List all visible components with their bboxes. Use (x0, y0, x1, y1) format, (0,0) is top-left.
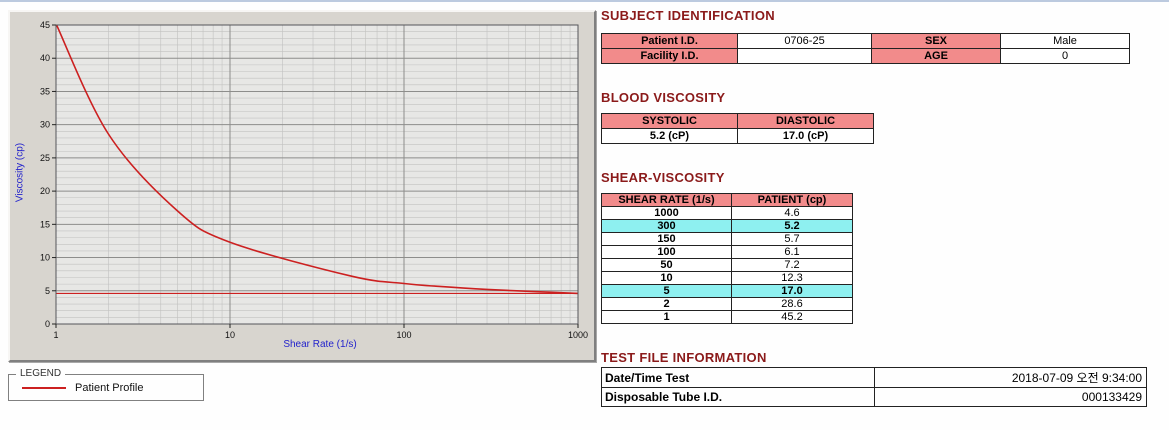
shear-rate-cell: 2 (601, 297, 732, 311)
svg-text:20: 20 (40, 186, 50, 196)
plot-border (55, 24, 579, 325)
shear-rate-cell: 1000 (601, 206, 732, 220)
svg-text:10: 10 (40, 253, 50, 263)
table-row: 5.2 (cP) 17.0 (cP) (601, 128, 874, 144)
patient-viscosity-cell: 28.6 (731, 297, 853, 311)
svg-text:25: 25 (40, 153, 50, 163)
legend-line-sample (22, 386, 66, 389)
age-value: 0 (1000, 48, 1130, 64)
facility-id-label: Facility I.D. (601, 48, 738, 64)
legend-title: LEGEND (16, 368, 66, 379)
shear-viscosity-row: 2 28.6 (601, 297, 853, 311)
svg-text:40: 40 (40, 53, 50, 63)
date-time-test-value: 2018-07-09 오전 9:34:00 (873, 367, 1147, 388)
shear-rate-cell: 5 (601, 284, 732, 298)
table-row: Patient I.D. 0706-25 SEX Male (601, 33, 1130, 49)
table-row: Facility I.D. AGE 0 (601, 48, 1130, 64)
viscosity-chart-panel: 0 5 10 15 20 25 30 35 40 45 1 10 100 1000 Viscosity (… (8, 10, 596, 362)
table-header-row: SHEAR RATE (1/s) PATIENT (cp) (601, 193, 853, 207)
patient-id-value: 0706-25 (737, 33, 872, 49)
minor-gridlines (56, 25, 578, 324)
shear-rate-header: SHEAR RATE (1/s) (601, 193, 732, 207)
svg-text:100: 100 (396, 330, 411, 340)
svg-text:1000: 1000 (568, 330, 588, 340)
shear-viscosity-row: 150 5.7 (601, 232, 853, 246)
shear-viscosity-row: 5 17.0 (601, 284, 853, 298)
age-label: AGE (871, 48, 1001, 64)
sex-value: Male (1000, 33, 1130, 49)
patient-viscosity-cell: 45.2 (731, 310, 853, 324)
svg-text:30: 30 (40, 120, 50, 130)
disposable-tube-id-value: 000133429 (873, 387, 1147, 407)
x-axis-label: Shear Rate (1/s) (283, 339, 357, 350)
legend: LEGEND Patient Profile (8, 368, 204, 401)
systolic-header: SYSTOLIC (601, 113, 738, 129)
shear-viscosity-title: SHEAR-VISCOSITY (601, 170, 725, 185)
table-row: Date/Time Test 2018-07-09 오전 9:34:00 (601, 367, 1147, 388)
legend-entry-label: Patient Profile (75, 381, 144, 394)
shear-rate-cell: 1 (601, 310, 732, 324)
legend-entry: Patient Profile (9, 375, 203, 400)
plot-area (56, 25, 578, 324)
table-row: Disposable Tube I.D. 000133429 (601, 387, 1147, 407)
test-file-table: Date/Time Test 2018-07-09 오전 9:34:00 Dis… (601, 367, 1147, 407)
shear-rate-cell: 10 (601, 271, 732, 285)
svg-text:35: 35 (40, 86, 50, 96)
patient-viscosity-cell: 4.6 (731, 206, 853, 220)
sex-label: SEX (871, 33, 1001, 49)
diastolic-header: DIASTOLIC (737, 113, 874, 129)
diastolic-value: 17.0 (cP) (737, 128, 874, 144)
shear-rate-cell: 50 (601, 258, 732, 272)
svg-text:15: 15 (40, 219, 50, 229)
shear-viscosity-table: SHEAR RATE (1/s) PATIENT (cp) 1000 4.6 3… (601, 193, 853, 324)
patient-cp-header: PATIENT (cp) (731, 193, 853, 207)
blood-viscosity-table: SYSTOLIC DIASTOLIC 5.2 (cP) 17.0 (cP) (601, 113, 874, 144)
shear-viscosity-row: 300 5.2 (601, 219, 853, 233)
report-details: SUBJECT IDENTIFICATION Patient I.D. 0706… (601, 8, 1147, 407)
svg-text:0: 0 (45, 319, 50, 329)
disposable-tube-id-label: Disposable Tube I.D. (601, 387, 875, 407)
shear-rate-cell: 100 (601, 245, 732, 259)
facility-id-value (737, 48, 872, 64)
date-time-test-label: Date/Time Test (601, 367, 875, 388)
shear-viscosity-row: 1 45.2 (601, 310, 853, 324)
patient-viscosity-cell: 5.2 (731, 219, 853, 233)
subject-identification-title: SUBJECT IDENTIFICATION (601, 8, 775, 23)
viscosity-chart: 0 5 10 15 20 25 30 35 40 45 1 10 100 1000 (40, 20, 588, 340)
shear-viscosity-row: 10 12.3 (601, 271, 853, 285)
patient-viscosity-cell: 5.7 (731, 232, 853, 246)
patient-viscosity-cell: 17.0 (731, 284, 853, 298)
systolic-value: 5.2 (cP) (601, 128, 738, 144)
patient-curve (56, 25, 578, 295)
patient-viscosity-cell: 6.1 (731, 245, 853, 259)
patient-id-label: Patient I.D. (601, 33, 738, 49)
svg-text:1: 1 (53, 330, 58, 340)
table-header-row: SYSTOLIC DIASTOLIC (601, 113, 874, 129)
svg-text:45: 45 (40, 20, 50, 30)
blood-viscosity-title: BLOOD VISCOSITY (601, 90, 726, 105)
svg-text:5: 5 (45, 286, 50, 296)
patient-viscosity-cell: 12.3 (731, 271, 853, 285)
shear-rate-cell: 300 (601, 219, 732, 233)
chart-section: 0 5 10 15 20 25 30 35 40 45 1 10 100 1000 Viscosity (… (8, 10, 598, 401)
y-axis-label: Viscosity (cp) (14, 142, 26, 203)
patient-viscosity-cell: 7.2 (731, 258, 853, 272)
shear-viscosity-row: 50 7.2 (601, 258, 853, 272)
shear-viscosity-row: 100 6.1 (601, 245, 853, 259)
test-file-information-title: TEST FILE INFORMATION (601, 350, 767, 365)
subject-identification-table: Patient I.D. 0706-25 SEX Male Facility I… (601, 33, 1130, 64)
svg-text:10: 10 (225, 330, 235, 340)
shear-rate-cell: 150 (601, 232, 732, 246)
shear-viscosity-row: 1000 4.6 (601, 206, 853, 220)
